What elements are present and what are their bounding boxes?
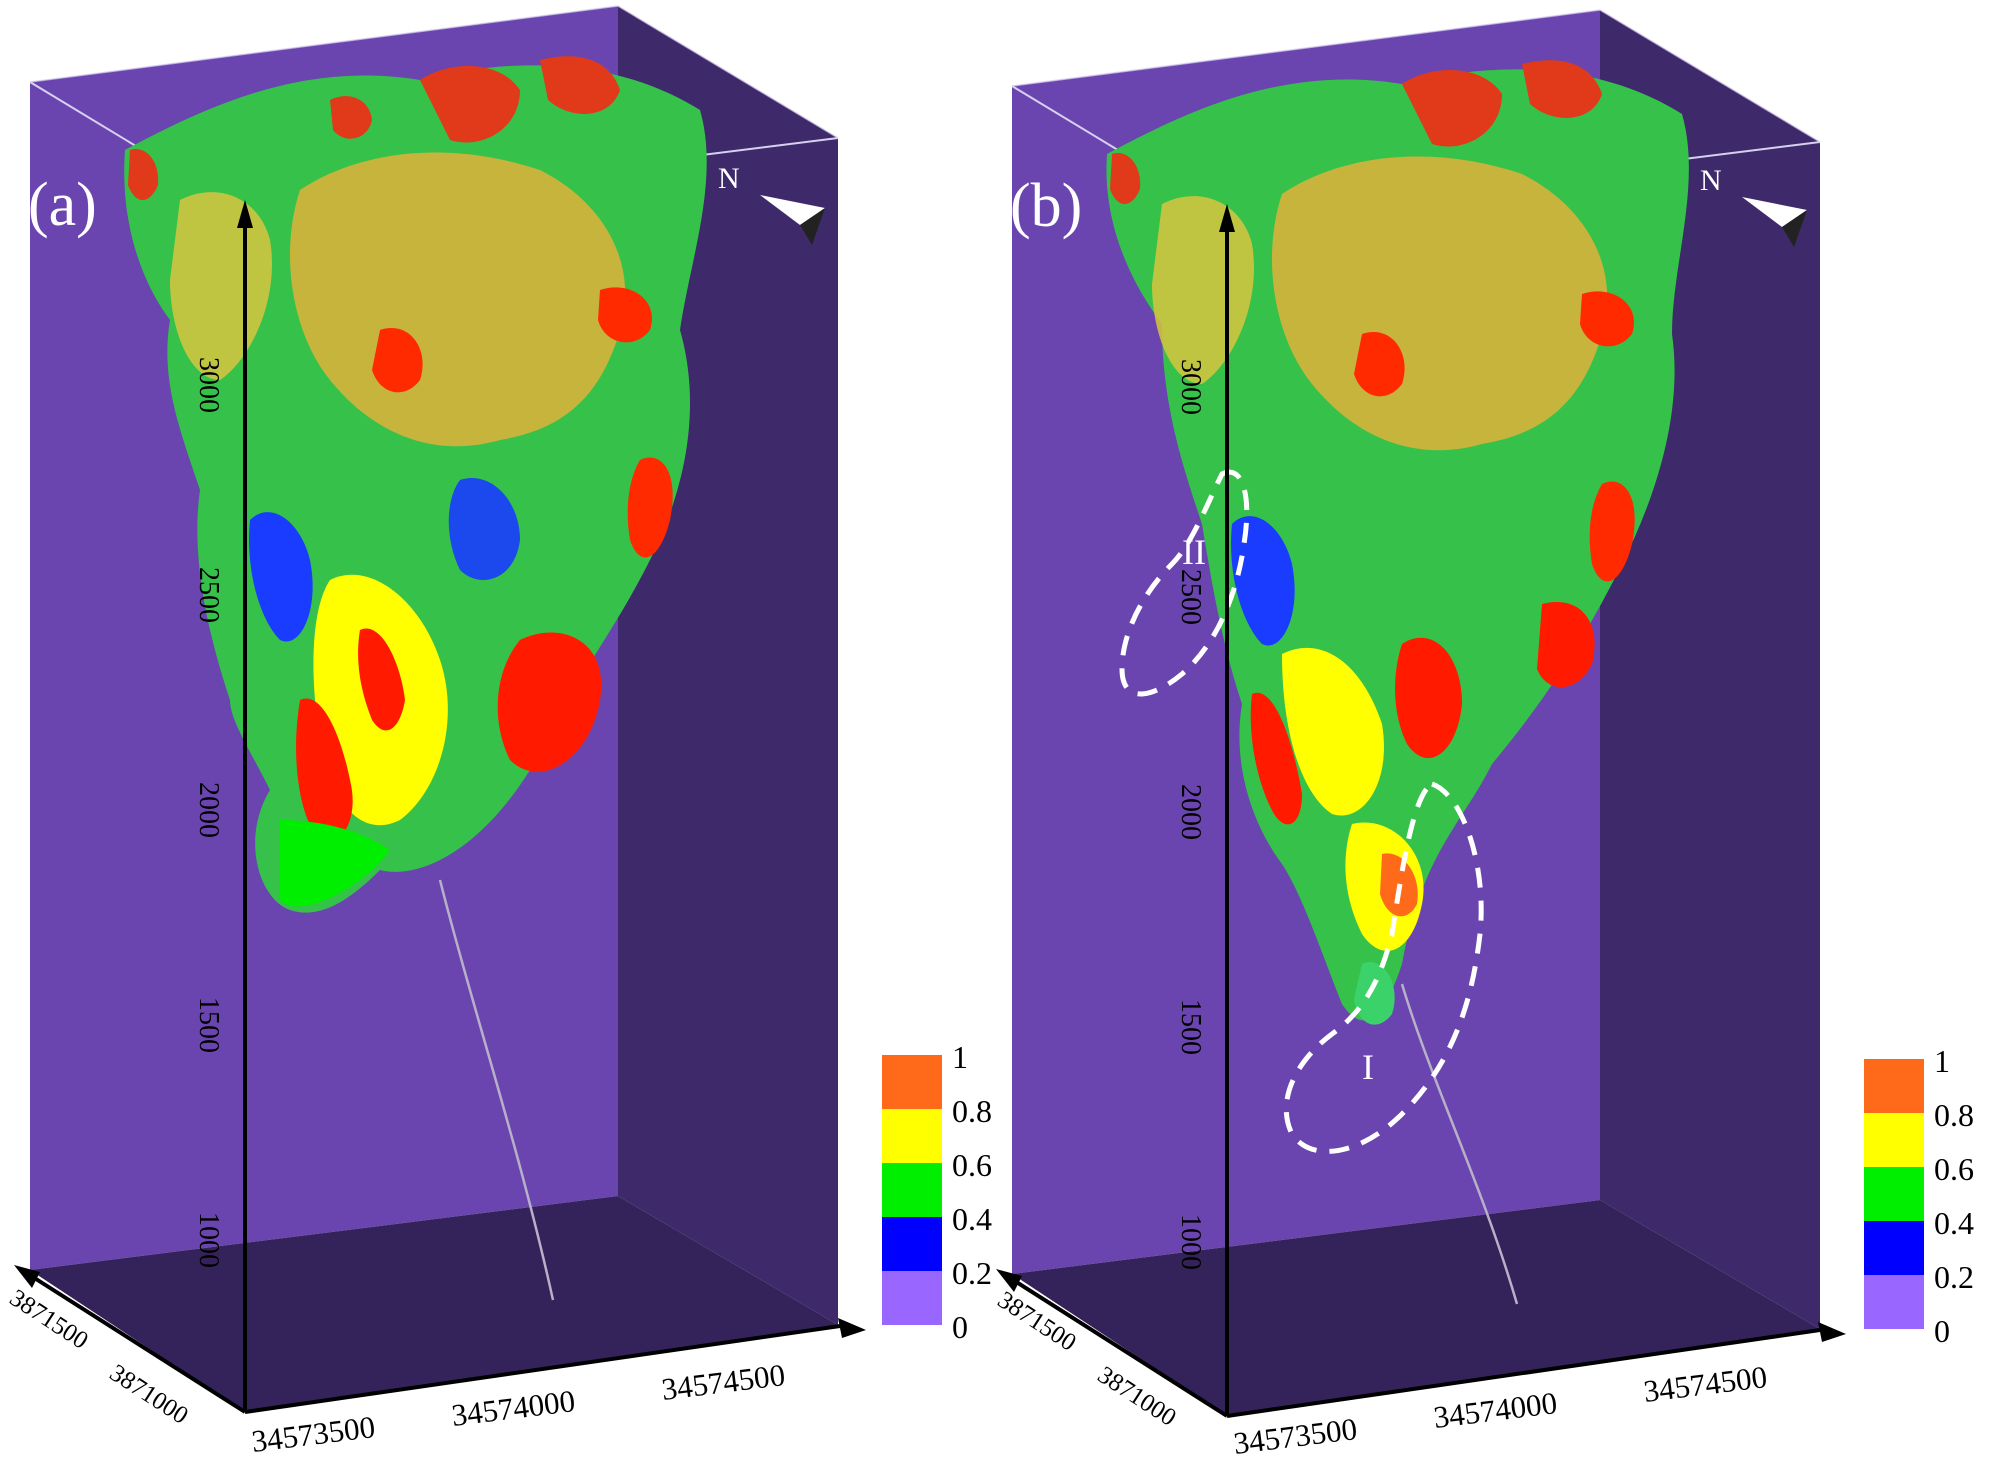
depth-axis-arrow [237,200,253,228]
colorbar-swatch [882,1055,942,1109]
north-label: N [718,162,740,195]
north-arrow-shadow-icon [1782,210,1807,247]
colorbar-swatch [882,1271,942,1325]
x-axis-arrow [838,1318,866,1338]
colorbar-tick: 0 [952,1309,968,1345]
box-floor [1012,1200,1820,1416]
colorbar-swatch [1864,1221,1924,1275]
depth-ticks: 3000 2500 2000 1500 1000 [1175,359,1206,1270]
depth-tick: 2500 [193,567,224,623]
colorbar-tick: 0.2 [952,1255,992,1291]
well-trajectory-a [438,879,555,1301]
north-arrow-icon [1742,197,1807,227]
x-axis-arrow [1818,1322,1846,1342]
annotation-label-ii: II [1182,532,1206,572]
north-arrow-icon [760,195,825,225]
colorbar-tick: 0.8 [952,1093,992,1129]
x-tick: 34574500 [1642,1359,1769,1409]
x-tick: 34574000 [1432,1385,1559,1435]
colorbar-tick: 0.6 [1934,1151,1974,1187]
y-axis-arrow [14,1265,40,1288]
box-floor [30,1196,838,1412]
north-arrow-shadow-icon [800,208,825,245]
depth-axis-arrow [1219,204,1235,232]
box-top-right-edge [617,5,839,139]
panel-label: (a) [28,171,97,239]
colorbar-swatch [1864,1113,1924,1167]
colorbar-swatch [1864,1167,1924,1221]
colorbar-tick: 0 [1934,1313,1950,1349]
box-top-back-edge [1011,9,1601,87]
north-label: N [1700,164,1722,197]
colorbar-tick: 0.4 [1934,1205,1974,1241]
colorbar-tick: 1 [1934,1043,1950,1079]
panel-a: (a) N 3000 2500 2000 1500 1000 34573500 … [5,5,992,1459]
colorbar-swatch [882,1217,942,1271]
annotation-region-i [1283,781,1484,1154]
colorbar-swatch [1864,1275,1924,1329]
depth-tick: 3000 [1175,359,1206,415]
colorbar-tick: 0.6 [952,1147,992,1183]
colorbar-tick: 0.4 [952,1201,992,1237]
depth-tick: 2500 [1175,569,1206,625]
depth-tick: 2000 [1175,784,1206,840]
depth-tick: 1500 [193,997,224,1053]
colorbar-swatch [882,1163,942,1217]
depth-tick: 2000 [193,782,224,838]
well-trajectory-b [1400,983,1519,1305]
y-axis [23,1270,247,1414]
colorbar-b: 1 0.8 0.6 0.4 0.2 0 [1864,1043,1974,1349]
depth-tick: 1000 [1175,1214,1206,1270]
colorbar-tick: 0.2 [1934,1259,1974,1295]
y-axis [1005,1274,1229,1418]
annotation-label-i: I [1362,1047,1374,1087]
x-axis [244,1324,841,1414]
depth-tick: 3000 [193,357,224,413]
colorbar-a: 1 0.8 0.6 0.4 0.2 0 [882,1039,992,1345]
colorbar-swatch [1864,1059,1924,1113]
colorbar-tick: 1 [952,1039,968,1075]
box-top-back-edge [29,5,619,83]
x-axis [1226,1328,1821,1418]
depth-tick: 1500 [1175,999,1206,1055]
x-tick: 34573500 [1232,1411,1359,1461]
y-axis-arrow [996,1269,1022,1292]
panel-label: (b) [1010,172,1082,240]
depth-tick: 1000 [193,1212,224,1268]
box-top-right-edge [1599,9,1821,143]
colorbar-swatch [882,1109,942,1163]
annotation-region-ii [1119,469,1250,697]
volume-body-b [1106,60,1689,1025]
depth-ticks: 3000 2500 2000 1500 1000 [193,357,224,1268]
colorbar-tick: 0.8 [1934,1097,1974,1133]
